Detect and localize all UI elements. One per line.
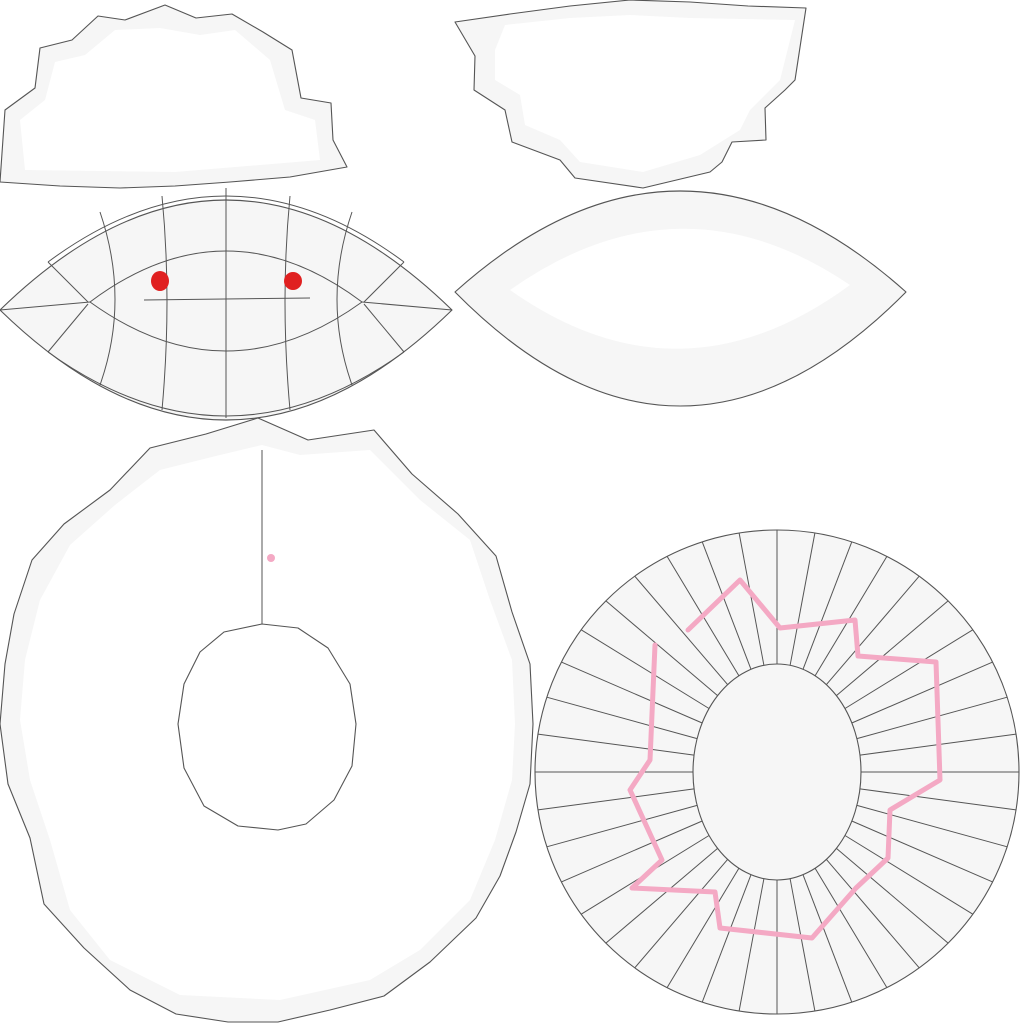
radial-grid-line xyxy=(814,867,888,988)
radial-grid-line xyxy=(701,874,752,1003)
pink-speck xyxy=(267,554,275,562)
radial-grid-line xyxy=(701,541,752,670)
radial-grid-line xyxy=(634,575,728,685)
radial-grid-line xyxy=(789,878,816,1012)
radial-grid-line xyxy=(851,661,993,724)
island-hat-top-left xyxy=(0,4,348,189)
radial-grid-line xyxy=(802,874,853,1003)
radial-grid-line xyxy=(836,600,949,696)
radial-grid-line xyxy=(634,859,728,969)
radial-grid-line xyxy=(605,600,718,696)
radial-grid-line xyxy=(836,848,949,944)
red-dot-right xyxy=(284,272,302,290)
radial-grid-line xyxy=(561,661,703,724)
radial-grid-line xyxy=(580,629,710,709)
radial-grid-line xyxy=(844,629,974,709)
radial-grid-line xyxy=(856,696,1008,740)
island-ring-left xyxy=(0,417,534,1023)
radial-grid-line xyxy=(537,788,695,811)
radial-grid-line xyxy=(856,804,1008,848)
radial-grid-line xyxy=(537,733,695,756)
radial-grid-line xyxy=(814,556,888,677)
radial-grid-line xyxy=(561,820,703,883)
radial-grid-line xyxy=(844,835,974,915)
radial-grid-line xyxy=(826,859,920,969)
radial-grid-line xyxy=(859,788,1017,811)
radial-grid-line xyxy=(605,848,718,944)
radial-grid-line xyxy=(851,820,993,883)
radial-grid-line xyxy=(738,878,765,1012)
island-lens-right xyxy=(454,190,907,407)
radial-grid-line xyxy=(826,575,920,685)
radial-grid-line xyxy=(546,804,698,848)
radial-grid-line xyxy=(546,696,698,740)
radial-grid-line xyxy=(666,867,740,988)
red-dot-left xyxy=(151,271,169,291)
radial-grid-line xyxy=(789,532,816,666)
radial-grid-line xyxy=(738,532,765,666)
island-hat-top-right xyxy=(454,0,807,189)
island-ring-right xyxy=(534,529,1020,1015)
pink-star-stroke xyxy=(627,577,943,941)
island-lens-left xyxy=(0,188,453,421)
radial-grid xyxy=(535,530,1019,1014)
radial-grid-line xyxy=(802,541,853,670)
